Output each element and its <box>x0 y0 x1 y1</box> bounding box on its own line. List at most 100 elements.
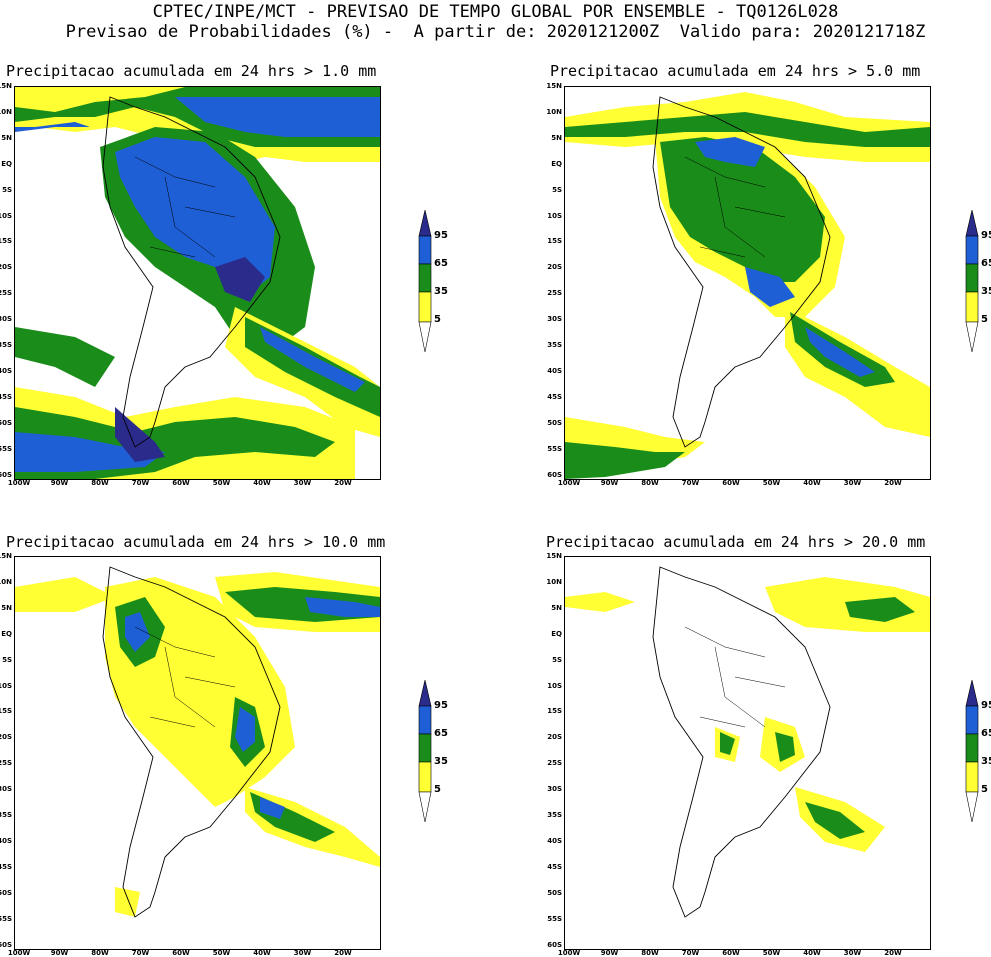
lat-label: 5S <box>552 185 562 194</box>
lat-label: 55S <box>0 914 12 923</box>
lat-label: 35S <box>547 811 562 819</box>
lat-label: 15N <box>546 552 562 560</box>
lat-label: 15S <box>0 237 12 246</box>
panel-4-title: Precipitacao acumulada em 24 hrs > 20.0 … <box>546 533 926 551</box>
panel-3-title: Precipitacao acumulada em 24 hrs > 10.0 … <box>6 533 386 551</box>
lat-label: 45S <box>547 862 562 871</box>
lat-label: 35S <box>547 341 562 349</box>
colorbar-top-triangle <box>965 679 979 707</box>
lat-label: 40S <box>547 836 562 845</box>
colorbar-band-high <box>965 235 979 265</box>
lon-label: 30W <box>843 479 862 487</box>
lat-label: 50S <box>547 418 562 427</box>
colorbar-band-high <box>418 705 432 735</box>
lat-label: EQ <box>551 629 562 638</box>
lat-label: 5N <box>1 603 12 612</box>
colorbar-bottom-triangle <box>965 791 979 823</box>
header-line-1: CPTEC/INPE/MCT - PREVISAO DE TEMPO GLOBA… <box>152 2 839 22</box>
lon-label: 30W <box>293 949 312 957</box>
colorbar-top-triangle <box>965 209 979 237</box>
colorbar-level-label: 5 <box>981 314 988 325</box>
lon-label: 60W <box>722 949 740 957</box>
lat-label: 30S <box>0 785 12 794</box>
lat-label: 15N <box>0 82 12 90</box>
colorbar-level-label: 65 <box>434 728 448 739</box>
lon-label: 80W <box>91 949 109 957</box>
colorbar-level-label: 65 <box>981 258 991 269</box>
colorbar-band-mid <box>418 733 432 763</box>
lon-label: 70W <box>131 479 150 487</box>
colorbar-level-label: 95 <box>981 230 991 241</box>
lat-label: 5N <box>551 603 562 612</box>
lon-label: 50W <box>212 479 231 487</box>
colorbar-band-low <box>418 291 432 323</box>
lon-label: 20W <box>884 479 902 487</box>
lat-label: 10N <box>546 107 562 116</box>
lon-label: 30W <box>843 949 862 957</box>
lat-label: 15S <box>547 707 562 716</box>
lat-label: 60S <box>0 470 12 479</box>
lon-label: 70W <box>681 479 700 487</box>
colorbar-level-label: 35 <box>981 756 991 767</box>
lat-label: 15N <box>546 82 562 90</box>
lat-label: 5S <box>2 655 12 664</box>
lon-label: 90W <box>600 949 619 957</box>
colorbar-level-label: 5 <box>434 314 441 325</box>
colorbar-band-low <box>965 761 979 793</box>
lat-label: 15S <box>0 707 12 716</box>
colorbar-level-label: 95 <box>434 230 448 241</box>
lat-label: 55S <box>547 444 562 453</box>
colorbar-top-triangle <box>418 209 432 237</box>
colorbar-top-triangle <box>418 679 432 707</box>
colorbar-level-label: 95 <box>981 700 991 711</box>
lat-label: 10N <box>546 577 562 586</box>
lat-label: EQ <box>1 629 12 638</box>
colorbar-level-label: 65 <box>434 258 448 269</box>
colorbar-1: 95 65 35 5 <box>418 209 458 355</box>
lon-label: 100W <box>7 949 31 957</box>
lat-label: 35S <box>0 341 12 349</box>
lat-label: 10S <box>0 681 12 690</box>
lat-label: 60S <box>0 940 12 949</box>
colorbar-3: 95 65 35 5 <box>418 679 458 825</box>
colorbar-bottom-triangle <box>418 791 432 823</box>
lon-label: 60W <box>172 479 190 487</box>
colorbar-level-label: 35 <box>434 756 448 767</box>
colorbar-bottom-triangle <box>965 321 979 353</box>
colorbar-level-label: 5 <box>981 784 988 795</box>
lat-label: 10S <box>547 681 562 690</box>
colorbar-band-low <box>418 761 432 793</box>
lon-label: 20W <box>334 479 352 487</box>
lat-label: 15S <box>547 237 562 246</box>
lat-label: 45S <box>0 392 12 401</box>
panel-2-map <box>564 86 931 480</box>
panel-2-field <box>565 87 930 479</box>
lon-label: 50W <box>762 949 781 957</box>
colorbar-4: 95 65 35 5 <box>965 679 991 825</box>
header-line-2: Previsao de Probabilidades (%) - A parti… <box>65 22 926 42</box>
panel-3-map <box>14 556 381 950</box>
lon-label: 20W <box>884 949 902 957</box>
lat-label: 55S <box>0 444 12 453</box>
lat-label: 50S <box>0 888 12 897</box>
lat-label: 5S <box>552 655 562 664</box>
lat-label: 50S <box>547 888 562 897</box>
lon-label: 70W <box>131 949 150 957</box>
colorbar-band-mid <box>418 263 432 293</box>
lon-label: 40W <box>803 479 821 487</box>
lat-label: 10S <box>0 211 12 220</box>
lon-label: 60W <box>172 949 190 957</box>
panel-1-title: Precipitacao acumulada em 24 hrs > 1.0 m… <box>6 62 377 80</box>
lat-label: 60S <box>547 470 562 479</box>
colorbar-band-low <box>965 291 979 323</box>
lon-label: 40W <box>803 949 821 957</box>
lon-label: 30W <box>293 479 312 487</box>
colorbar-swatches <box>418 209 432 353</box>
lon-label: 90W <box>600 479 619 487</box>
lat-label: 25S <box>547 759 562 768</box>
lat-label: 5N <box>551 133 562 142</box>
lat-label: 5N <box>1 133 12 142</box>
lon-label: 70W <box>681 949 700 957</box>
colorbar-band-high <box>418 235 432 265</box>
colorbar-level-label: 35 <box>434 286 448 297</box>
